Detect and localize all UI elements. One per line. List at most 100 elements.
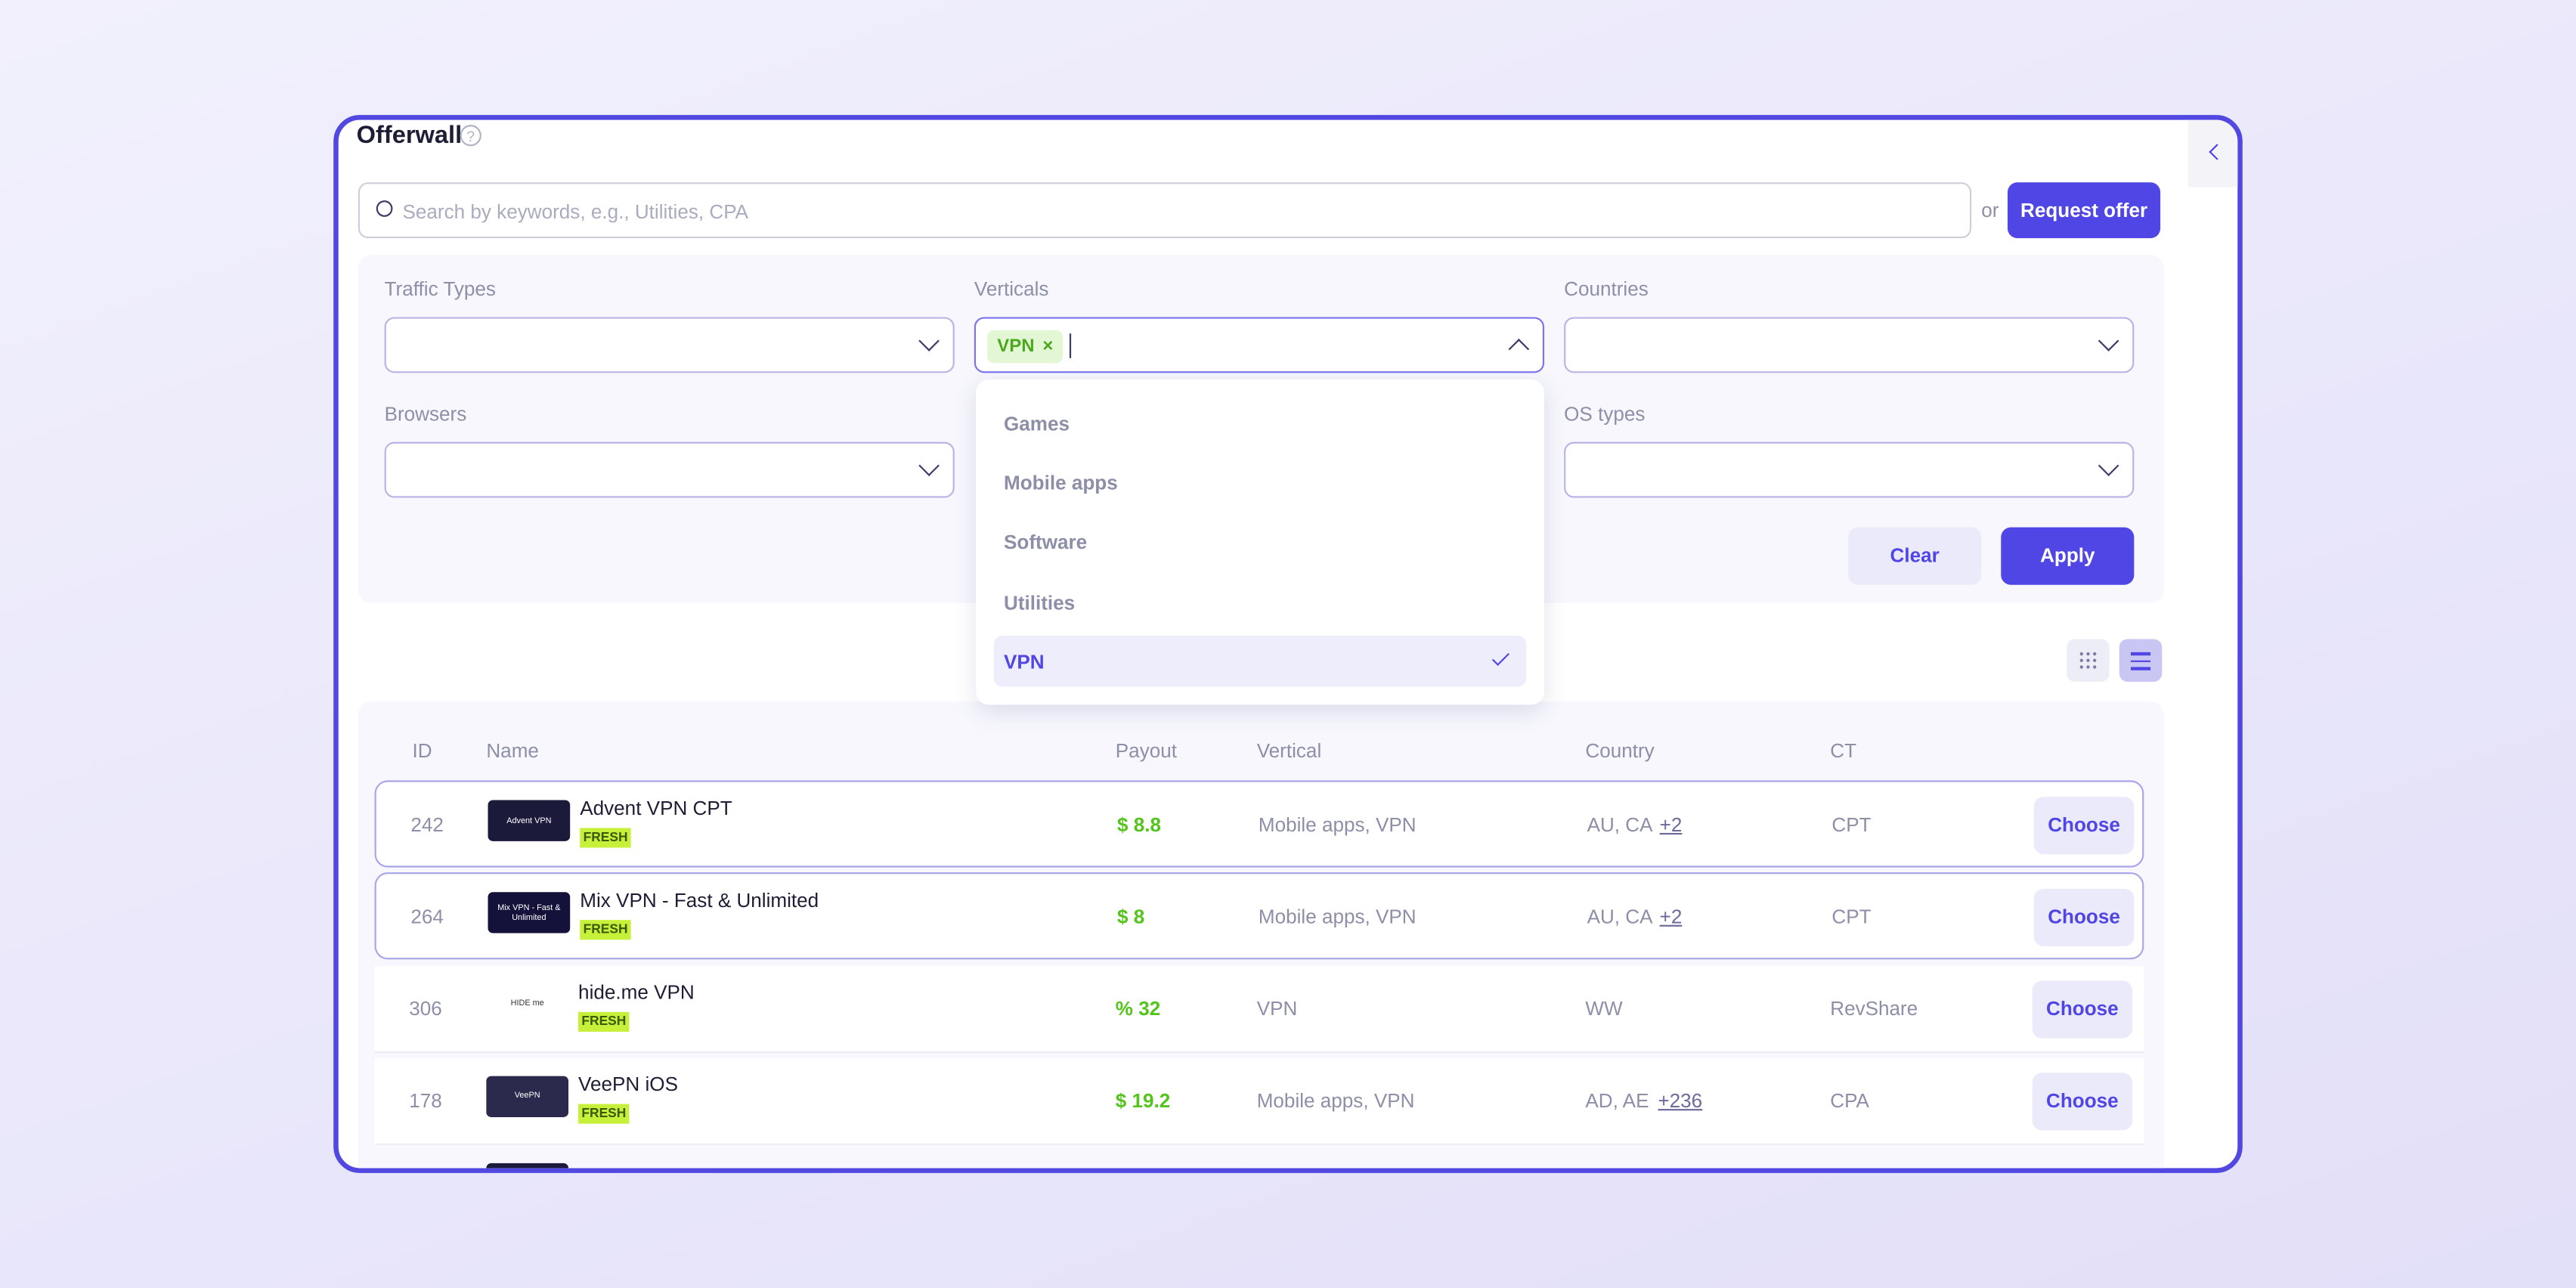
offer-logo: HIDE me: [486, 983, 569, 1025]
column-header: Name: [486, 739, 539, 763]
verticals-dropdown: Games Mobile apps Software Utilities VPN: [976, 379, 1545, 705]
offer-id: 178: [409, 1088, 442, 1113]
dot: [2086, 652, 2090, 656]
search-input[interactable]: Search by keywords, e.g., Utilities, CPA: [358, 182, 1972, 239]
chip-remove[interactable]: ×: [1042, 336, 1054, 357]
verticals-select[interactable]: VPN ×: [974, 317, 1545, 373]
offer-row[interactable]: 264 Mix VPN - Fast & Unlimited Mix VPN - F…: [374, 872, 2144, 960]
help-icon[interactable]: ?: [460, 125, 481, 147]
offer-vertical: Mobile apps, VPN: [1256, 1088, 1415, 1113]
dropdown-option[interactable]: VPN: [993, 635, 1527, 687]
dot: [2093, 658, 2097, 662]
dot: [2086, 658, 2090, 662]
dot: [2079, 665, 2083, 669]
offer-ct: CPT: [1831, 813, 1872, 837]
fresh-badge: FRESH: [578, 1011, 630, 1032]
column-header: Payout: [1115, 739, 1177, 763]
fresh-badge: FRESH: [578, 1104, 630, 1124]
offer-row[interactable]: 178 VeePN VeePN iOS FRESH $ 19.2 Mobile apps,…: [374, 1057, 2144, 1145]
choose-button[interactable]: Choose: [2033, 797, 2135, 855]
browsers-select[interactable]: [384, 441, 955, 498]
offer-logo: Advent VPN: [488, 800, 571, 841]
chevron-down: [1508, 339, 1530, 360]
dot: [2093, 665, 2097, 669]
offer-name: VeePN iOS: [578, 1073, 678, 1096]
option-text: Mobile apps: [1003, 472, 1118, 495]
dropdown-option[interactable]: Mobile apps: [994, 457, 1526, 508]
chevron-down: [2098, 330, 2119, 351]
option-text: Games: [1003, 412, 1070, 435]
offer-id: 306: [409, 996, 442, 1020]
offer-logo: VeePN: [486, 1076, 569, 1117]
choose-button[interactable]: Choose: [2033, 889, 2135, 947]
grid-view-toggle[interactable]: [2067, 639, 2110, 682]
offer-country: AD, AE: [1585, 1088, 1649, 1113]
offer-payout: $ 8: [1116, 906, 1145, 929]
offer-row[interactable]: 242 Advent VPN Advent VPN CPT FRESH $ 8.8 Mob…: [374, 780, 2144, 868]
chevron-left: [2209, 144, 2225, 160]
os-types-select[interactable]: [1564, 441, 2135, 498]
column-header: CT: [1830, 739, 1857, 763]
chevron-down: [2098, 455, 2119, 477]
more-countries[interactable]: +2: [1659, 813, 1683, 837]
partial-logo: [486, 1163, 569, 1169]
option-text: Software: [1003, 531, 1088, 555]
offerwall-card: Offerwall? Search by keywords, e.g., Util…: [333, 115, 2243, 1173]
offer-country: AU, CA: [1587, 906, 1653, 929]
list-view-toggle[interactable]: [2119, 639, 2163, 682]
apply-button[interactable]: Apply: [2001, 527, 2135, 585]
offer-logo: Mix VPN - Fast & Unlimited: [488, 892, 571, 934]
dot: [2079, 658, 2083, 662]
offer-id: 264: [410, 906, 444, 929]
column-header: ID: [412, 739, 432, 763]
dot: [2093, 652, 2097, 656]
offer-payout: $ 19.2: [1115, 1088, 1171, 1113]
countries-select[interactable]: [1564, 317, 2135, 373]
vpn-chip[interactable]: VPN ×: [987, 330, 1064, 364]
offer-id: 242: [410, 813, 444, 837]
or-text: or: [1981, 198, 1999, 222]
clear-button[interactable]: Clear: [1848, 527, 1982, 585]
offer-name: Advent VPN CPT: [580, 797, 732, 820]
offer-name: Mix VPN - Fast & Unlimited: [580, 889, 819, 912]
dot: [2086, 665, 2090, 669]
choose-button[interactable]: Choose: [2032, 980, 2133, 1038]
chip-text: VPN: [997, 336, 1035, 357]
collapse-tab[interactable]: [2188, 119, 2238, 187]
offer-ct: CPT: [1831, 906, 1872, 929]
filter-label: OS types: [1564, 402, 1646, 426]
bar: [2130, 659, 2151, 662]
more-countries[interactable]: +2: [1659, 906, 1683, 929]
offer-country: WW: [1585, 996, 1623, 1020]
option-text: VPN: [1003, 650, 1045, 673]
bar: [2130, 667, 2151, 670]
offer-ct: RevShare: [1830, 996, 1918, 1020]
traffic-types-select[interactable]: [384, 317, 955, 373]
offer-payout: % 32: [1115, 996, 1161, 1020]
dropdown-option[interactable]: Games: [994, 398, 1526, 448]
fresh-badge: FRESH: [580, 920, 631, 940]
filter-label: Countries: [1564, 277, 1649, 301]
chevron-down: [918, 455, 940, 477]
check-icon: [1491, 648, 1509, 666]
search-icon: [376, 200, 393, 217]
column-header: Country: [1585, 739, 1655, 763]
fresh-badge: FRESH: [580, 828, 631, 848]
offer-vertical: VPN: [1256, 996, 1298, 1020]
request-offer-button[interactable]: Request offer: [2007, 182, 2161, 239]
filter-label: Verticals: [974, 277, 1049, 301]
offer-country: AU, CA: [1587, 813, 1653, 837]
dot: [2079, 652, 2083, 656]
page-title: Offerwall: [356, 121, 463, 150]
offer-vertical: Mobile apps, VPN: [1258, 906, 1416, 929]
choose-button[interactable]: Choose: [2032, 1073, 2133, 1131]
more-countries[interactable]: +236: [1658, 1088, 1703, 1113]
chevron-down: [918, 330, 940, 351]
offer-name: hide.me VPN: [578, 980, 695, 1004]
offer-row[interactable]: 306 HIDE me hide.me VPN FRESH % 32 VPN WW RevSh…: [374, 965, 2144, 1053]
dropdown-option[interactable]: Software: [994, 516, 1526, 567]
dropdown-option[interactable]: Utilities: [994, 576, 1526, 627]
offer-payout: $ 8.8: [1116, 813, 1161, 837]
option-text: Utilities: [1003, 590, 1076, 614]
